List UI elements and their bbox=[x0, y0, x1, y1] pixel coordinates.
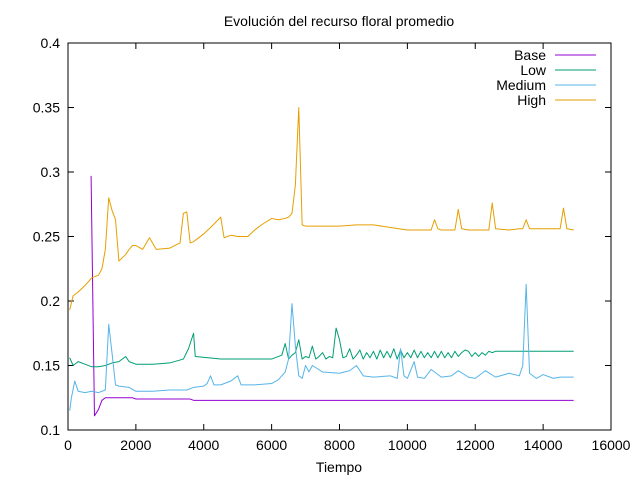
y-axis: 0.1 0.15 0.2 0.25 0.3 0.35 0.4 bbox=[33, 35, 611, 438]
y-tick-label: 0.35 bbox=[33, 100, 60, 116]
x-tick-label: 6000 bbox=[256, 437, 287, 453]
series-line-medium bbox=[69, 283, 574, 411]
x-axis-label: Tiempo bbox=[316, 459, 362, 475]
legend-label-low: Low bbox=[520, 62, 547, 78]
y-tick-label: 0.25 bbox=[33, 229, 60, 245]
x-tick-label: 2000 bbox=[120, 437, 151, 453]
series-line-high bbox=[69, 107, 574, 311]
y-tick-label: 0.15 bbox=[33, 358, 60, 374]
legend-label-medium: Medium bbox=[496, 77, 546, 93]
y-tick-label: 0.4 bbox=[41, 35, 61, 51]
x-tick-label: 14000 bbox=[524, 437, 563, 453]
x-tick-label: 0 bbox=[64, 437, 72, 453]
legend-label-high: High bbox=[517, 92, 546, 108]
y-tick-label: 0.3 bbox=[41, 164, 61, 180]
series-lines bbox=[69, 107, 574, 417]
x-axis: 0 2000 4000 6000 8000 10000 12000 14000 16000 bbox=[64, 43, 631, 453]
x-tick-label: 16000 bbox=[592, 437, 631, 453]
series-line-base bbox=[90, 175, 574, 417]
x-tick-label: 10000 bbox=[388, 437, 427, 453]
chart-title: Evolución del recurso floral promedio bbox=[224, 13, 455, 29]
series-line-low bbox=[69, 327, 574, 368]
x-tick-label: 4000 bbox=[188, 437, 219, 453]
y-tick-label: 0.2 bbox=[41, 293, 61, 309]
x-tick-label: 8000 bbox=[324, 437, 355, 453]
x-tick-label: 12000 bbox=[456, 437, 495, 453]
y-tick-label: 0.1 bbox=[41, 422, 61, 438]
legend-label-base: Base bbox=[514, 47, 546, 63]
